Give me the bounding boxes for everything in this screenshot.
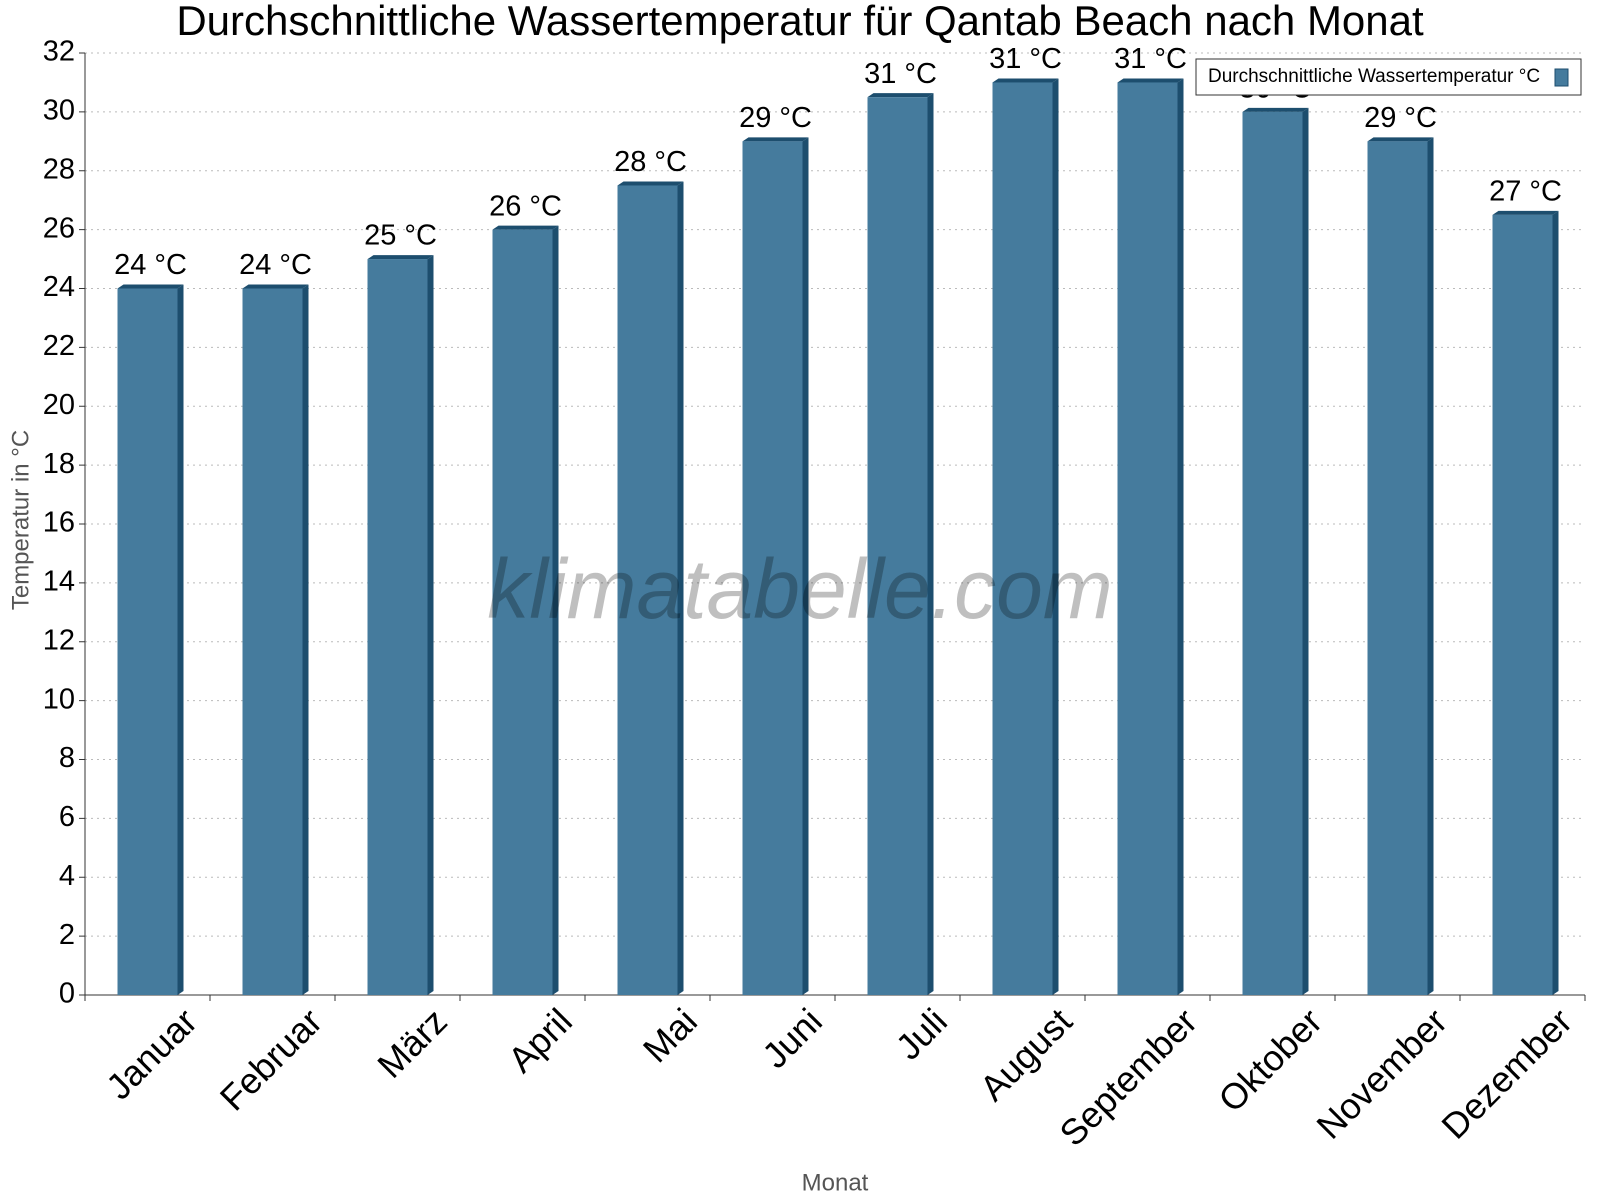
y-tick-label: 6 xyxy=(59,801,75,833)
x-axis-title: Monat xyxy=(802,1169,869,1196)
bar xyxy=(867,97,928,995)
value-label: 31 °C xyxy=(1114,43,1187,75)
bar xyxy=(1367,141,1428,995)
bar-top xyxy=(992,78,1059,83)
y-tick-label: 32 xyxy=(43,36,75,68)
bar-top xyxy=(242,284,309,289)
value-label: 29 °C xyxy=(1364,102,1437,134)
bar xyxy=(742,141,803,995)
bar-side xyxy=(177,284,184,995)
y-tick-label: 30 xyxy=(43,95,75,127)
bar-top xyxy=(1367,137,1434,142)
value-label: 31 °C xyxy=(864,58,937,90)
value-label: 25 °C xyxy=(364,220,437,252)
y-tick-label: 4 xyxy=(59,860,75,892)
bar-top xyxy=(492,225,559,230)
y-tick-label: 16 xyxy=(43,507,75,539)
watermark: klimatabelle.com xyxy=(487,542,1113,636)
bar-top xyxy=(742,137,809,142)
bar-top xyxy=(867,93,934,98)
legend-swatch xyxy=(1554,68,1569,87)
y-tick-label: 2 xyxy=(59,919,75,951)
bar-top xyxy=(1117,78,1184,83)
y-tick-label: 10 xyxy=(43,683,75,715)
bar xyxy=(242,288,303,995)
value-label: 29 °C xyxy=(739,102,812,134)
bar-top xyxy=(117,284,184,289)
y-tick-label: 22 xyxy=(43,330,75,362)
bar-side xyxy=(302,284,309,995)
value-label: 27 °C xyxy=(1489,176,1562,208)
y-tick-label: 8 xyxy=(59,742,75,774)
bar-side xyxy=(927,93,934,995)
bar-top xyxy=(1492,210,1559,215)
bar-top xyxy=(367,255,434,260)
bar-side xyxy=(552,225,559,995)
bar xyxy=(1117,82,1178,995)
bar-side xyxy=(677,181,684,995)
y-tick-label: 20 xyxy=(43,389,75,421)
bar xyxy=(367,259,428,995)
bar xyxy=(117,288,178,995)
y-axis-title: Temperatur in °C xyxy=(7,430,34,610)
bar-top xyxy=(1242,107,1309,112)
y-tick-label: 12 xyxy=(43,624,75,656)
bar-side xyxy=(1052,78,1059,995)
bar xyxy=(492,229,553,995)
bar xyxy=(617,185,678,995)
bar-top xyxy=(617,181,684,186)
bar xyxy=(992,82,1053,995)
bar-side xyxy=(802,137,809,995)
bar-side xyxy=(1552,210,1559,995)
bar-side xyxy=(1177,78,1184,995)
bar-side xyxy=(427,255,434,995)
value-label: 24 °C xyxy=(114,249,187,281)
y-tick-label: 14 xyxy=(43,566,75,598)
bar-side xyxy=(1302,107,1309,995)
value-label: 26 °C xyxy=(489,190,562,222)
y-tick-label: 0 xyxy=(59,978,75,1010)
value-label: 24 °C xyxy=(239,249,312,281)
y-tick-label: 18 xyxy=(43,448,75,480)
y-tick-label: 24 xyxy=(43,271,75,303)
bar xyxy=(1242,111,1303,995)
legend-box xyxy=(1195,58,1582,96)
bar xyxy=(1492,214,1553,995)
chart-title: Durchschnittliche Wassertemperatur für Q… xyxy=(176,0,1424,44)
y-tick-label: 26 xyxy=(43,212,75,244)
value-label: 31 °C xyxy=(989,43,1062,75)
legend-label: Durchschnittliche Wassertemperatur °C xyxy=(1208,66,1540,87)
value-label: 28 °C xyxy=(614,146,687,178)
bar-side xyxy=(1427,137,1434,995)
y-tick-label: 28 xyxy=(43,153,75,185)
